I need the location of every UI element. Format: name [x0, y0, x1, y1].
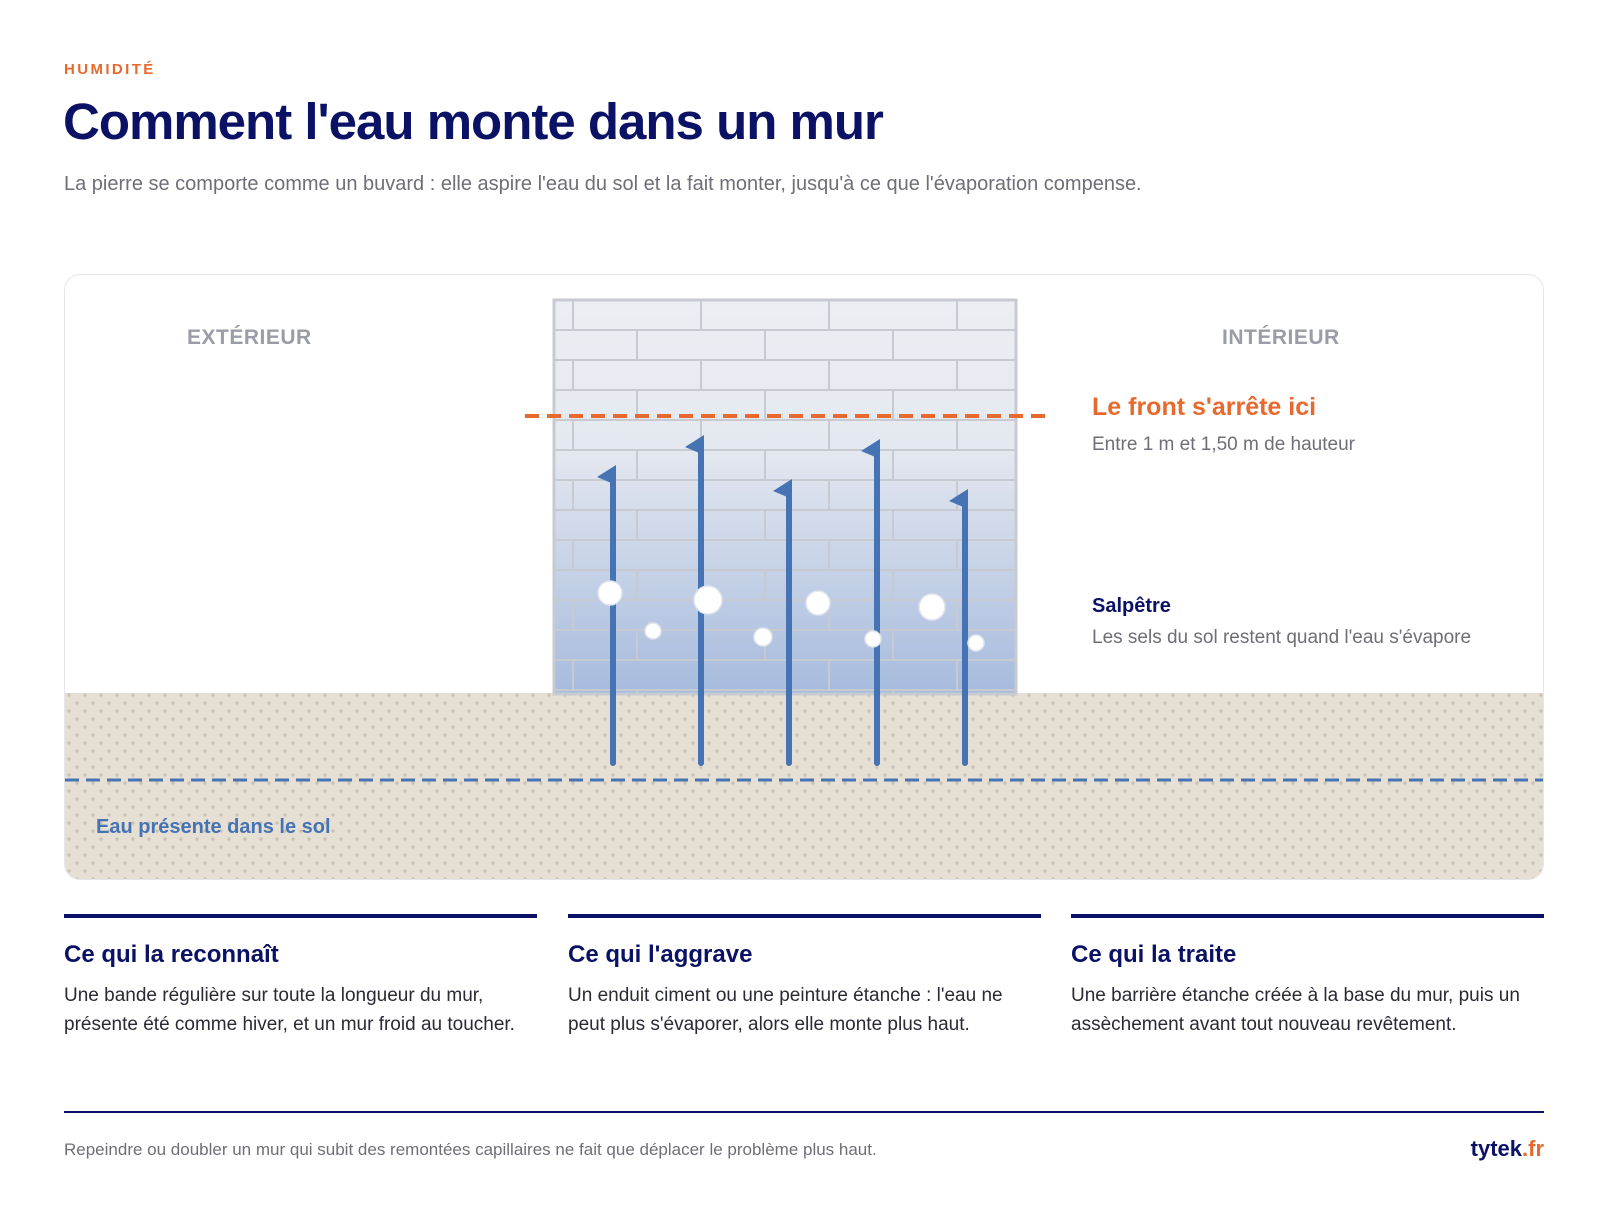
ground-water-label: Eau présente dans le sol	[96, 816, 331, 838]
interior-label: INTÉRIEUR	[1222, 326, 1340, 349]
recognize-text: Une bande régulière sur toute la longueu…	[64, 985, 515, 1035]
brand-name: tytek	[1470, 1136, 1522, 1161]
stone-wall	[552, 298, 1018, 696]
diagram-panel: EXTÉRIEUR INTÉRIEUR Le front s'arrête ic…	[64, 274, 1544, 880]
salt-crystal	[693, 585, 723, 615]
kicker: HUMIDITÉ	[64, 61, 156, 78]
salt-crystal	[644, 622, 662, 640]
salt-crystal	[805, 590, 831, 616]
recognize-column: Ce qui la reconnaît Une bande régulière …	[64, 914, 537, 1039]
footer-divider	[64, 1111, 1544, 1113]
recognize-title: Ce qui la reconnaît	[64, 941, 279, 968]
aggravate-column: Ce qui l'aggrave Un enduit ciment ou une…	[568, 914, 1041, 1039]
exterior-label: EXTÉRIEUR	[187, 326, 312, 349]
water-arrow-4	[861, 439, 880, 766]
page-subtitle: La pierre se comporte comme un buvard : …	[64, 173, 1142, 195]
front-subtitle: Entre 1 m et 1,50 m de hauteur	[1092, 434, 1355, 455]
water-arrow-1	[597, 465, 616, 766]
treat-column: Ce qui la traite Une barrière étanche cr…	[1071, 914, 1544, 1039]
salt-crystal	[753, 627, 773, 647]
water-arrow-3	[773, 479, 792, 766]
capillary-diagram	[65, 298, 1543, 879]
aggravate-title: Ce qui l'aggrave	[568, 941, 753, 968]
brand-tld: .fr	[1522, 1136, 1544, 1161]
treat-text: Une barrière étanche créée à la base du …	[1071, 985, 1520, 1035]
front-title: Le front s'arrête ici	[1092, 393, 1317, 421]
soil-ground	[65, 693, 1543, 879]
aggravate-text: Un enduit ciment ou une peinture étanche…	[568, 985, 1003, 1035]
salt-crystals	[597, 580, 985, 652]
salt-crystal	[597, 580, 623, 606]
treat-title: Ce qui la traite	[1071, 941, 1237, 968]
footer-note: Repeindre ou doubler un mur qui subit de…	[64, 1140, 877, 1159]
page-title: Comment l'eau monte dans un mur	[63, 93, 884, 150]
salt-title: Salpêtre	[1092, 595, 1171, 617]
brand-logo[interactable]: tytek.fr	[1471, 1136, 1544, 1162]
salt-crystal	[967, 634, 985, 652]
salt-crystal	[864, 630, 882, 648]
water-arrow-5	[949, 489, 968, 766]
salt-crystal	[918, 593, 946, 621]
salt-subtitle: Les sels du sol restent quand l'eau s'év…	[1092, 627, 1472, 648]
